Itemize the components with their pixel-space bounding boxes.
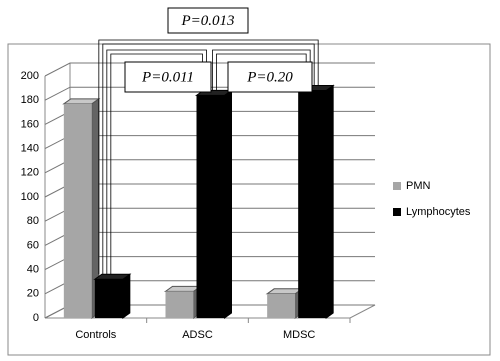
legend-label: Lymphocytes [406,206,471,218]
y-tick-label: 60 [27,239,39,251]
bar [196,95,225,318]
bar [267,293,296,318]
bracket [102,43,315,275]
annotation: P=0.013 [180,13,234,29]
y-tick-label: 160 [21,118,39,130]
bar [165,291,194,318]
y-tick-label: 100 [21,191,39,203]
y-tick-label: 20 [27,288,39,300]
y-tick-label: 80 [27,215,39,227]
x-tick-label: ADSC [182,329,213,341]
bar-top [265,288,304,295]
y-tick-label: 0 [33,312,39,324]
bar [63,103,92,318]
y-tick-label: 180 [21,94,39,106]
y-tick-label: 200 [21,70,39,82]
legend-swatch [393,182,401,190]
y-tick-label: 40 [27,264,39,276]
bracket [98,39,319,275]
bar-side [224,89,232,319]
annotation-box [167,7,249,34]
bar-top [163,285,203,292]
annotation: P=0.20 [246,69,293,85]
x-tick-label: MDSC [283,329,315,341]
y-tick-label: 120 [21,167,39,179]
y-tick-label: 140 [21,143,39,155]
bar-side [122,273,131,319]
legend-label: PMN [406,180,431,192]
bar-side [325,84,334,319]
bar [298,90,327,319]
annotation-box [227,61,313,93]
bar-top [93,273,132,280]
annotation: P=0.011 [141,69,194,85]
legend-swatch [393,208,401,216]
x-tick-label: Controls [75,329,116,341]
bar-top [62,98,101,105]
bar [94,279,123,318]
annotation-box [124,61,212,93]
